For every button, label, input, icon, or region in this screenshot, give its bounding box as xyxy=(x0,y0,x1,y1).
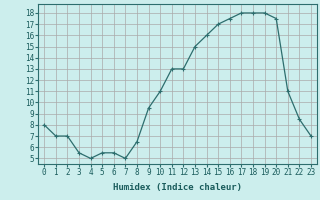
X-axis label: Humidex (Indice chaleur): Humidex (Indice chaleur) xyxy=(113,183,242,192)
